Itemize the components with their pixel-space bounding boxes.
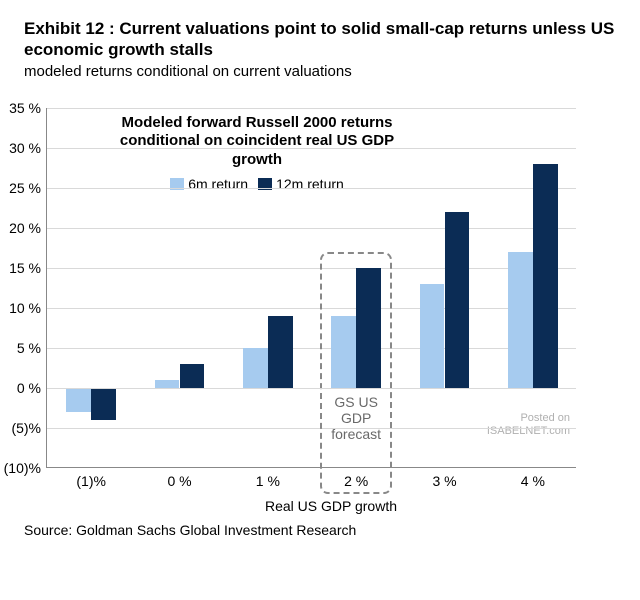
grid-line <box>47 428 576 429</box>
zero-line <box>47 388 576 389</box>
plot-region: Modeled forward Russell 2000 returns con… <box>46 108 576 468</box>
x-tick-label: 1 % <box>256 467 280 489</box>
y-tick-label: 30 % <box>9 140 47 156</box>
bar-12m <box>91 388 116 420</box>
y-tick-label: 10 % <box>9 300 47 316</box>
watermark: Posted on ISABELNET.com <box>487 412 570 438</box>
exhibit-subtitle: modeled returns conditional on current v… <box>24 63 616 80</box>
grid-line <box>47 348 576 349</box>
y-tick-label: 5 % <box>17 340 47 356</box>
grid-line <box>47 188 576 189</box>
bar-12m <box>533 164 558 388</box>
legend-label-12m: 12m return <box>276 176 344 192</box>
x-axis-label: Real US GDP growth <box>265 498 397 514</box>
grid-line <box>47 308 576 309</box>
x-tick-label: 0 % <box>167 467 191 489</box>
y-tick-label: 20 % <box>9 220 47 236</box>
y-tick-label: 15 % <box>9 260 47 276</box>
y-tick-label: (10)% <box>4 460 47 476</box>
bar-6m <box>508 252 533 388</box>
grid-line <box>47 108 576 109</box>
bar-6m <box>155 380 180 388</box>
bar-6m <box>243 348 268 388</box>
bar-12m <box>445 212 470 388</box>
watermark-line1: Posted on <box>487 412 570 425</box>
legend-title: Modeled forward Russell 2000 returns con… <box>107 114 407 170</box>
bar-6m <box>66 388 91 412</box>
bar-6m <box>420 284 445 388</box>
bar-12m <box>180 364 205 388</box>
y-tick-label: 25 % <box>9 180 47 196</box>
x-tick-label: 3 % <box>432 467 456 489</box>
legend-row: 6m return 12m return <box>107 176 407 192</box>
y-tick-label: 35 % <box>9 100 47 116</box>
grid-line <box>47 148 576 149</box>
legend-item-12m: 12m return <box>258 176 344 192</box>
forecast-label: GS US GDP forecast <box>324 394 388 442</box>
y-tick-label: 0 % <box>17 380 47 396</box>
grid-line <box>47 228 576 229</box>
legend-label-6m: 6m return <box>188 176 248 192</box>
source-line: Source: Goldman Sachs Global Investment … <box>24 522 616 538</box>
chart-area: Russell 2000 return Modeled forward Russ… <box>46 108 616 468</box>
legend-item-6m: 6m return <box>170 176 248 192</box>
legend-box: Modeled forward Russell 2000 returns con… <box>107 114 407 192</box>
y-tick-label: (5)% <box>11 420 47 436</box>
bar-12m <box>268 316 293 388</box>
exhibit-title: Exhibit 12 : Current valuations point to… <box>24 18 616 61</box>
x-tick-label: (1)% <box>76 467 106 489</box>
grid-line <box>47 268 576 269</box>
forecast-highlight-box <box>320 252 392 494</box>
x-tick-label: 4 % <box>521 467 545 489</box>
